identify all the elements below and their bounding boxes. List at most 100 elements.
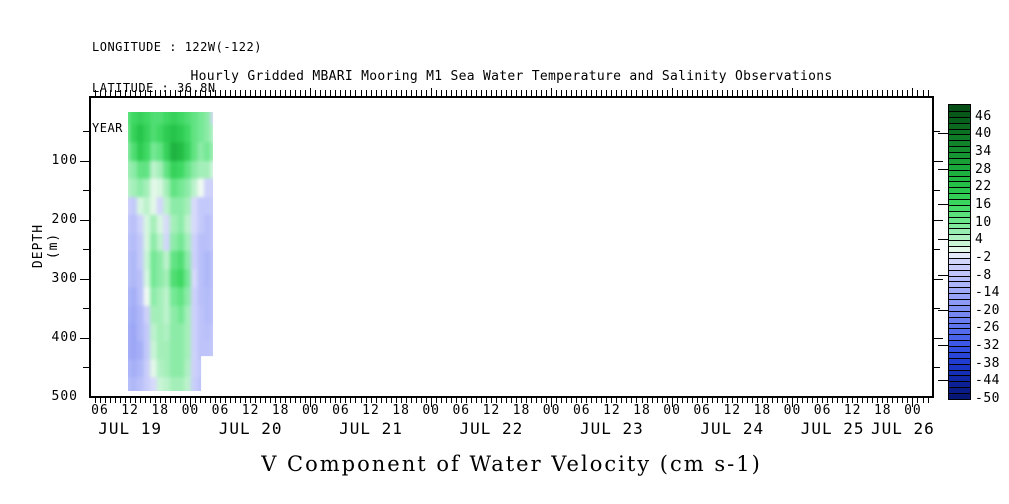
x-minor-tick [636,398,638,403]
colorbar-segment [949,257,970,264]
colorbar-tick [938,168,948,170]
heatmap-cell [169,178,178,198]
x-minor-tick [340,398,342,403]
heatmap-cell [203,268,212,289]
colorbar-tick [938,309,948,311]
heatmap-cell [183,287,192,307]
colorbar-segment [949,204,970,211]
x-minor-tick [470,398,472,403]
heatmap-cell [196,250,205,270]
x-tick-label: 06 [813,403,832,418]
y-tick-label: 100 [51,153,78,169]
heatmap-cell [127,287,131,307]
heatmap-cell [149,196,158,216]
colorbar-segment [949,304,970,311]
heatmap-cell [210,287,214,307]
x-minor-tick [225,398,226,403]
heatmap-cell [183,160,192,180]
heatmap-cell [156,232,165,252]
heatmap-cell [129,268,138,289]
heatmap-cell [163,305,172,325]
x-minor-tick [566,398,568,403]
heatmap-cell [210,232,214,252]
heatmap-cell [136,160,145,180]
x-tick-label: 12 [362,403,380,418]
heatmap-cell [156,111,165,126]
x-minor-tick [606,398,608,403]
heatmap-cell [190,111,199,126]
heatmap-cell [127,359,131,379]
heatmap-cell [183,377,192,392]
x-minor-tick [671,398,673,407]
heatmap-cell [196,160,205,180]
heatmap-cell [127,214,131,234]
heatmap-cell [190,305,199,325]
x-tick-label: 00 [663,403,681,418]
colorbar-segment [949,299,970,305]
x-minor-tick [410,398,412,403]
x-minor-tick [601,398,603,403]
heatmap-cell [156,305,165,325]
heatmap-cell [129,359,138,379]
x-minor-tick [445,398,447,403]
heatmap-cell [176,214,185,234]
heatmap-cell [176,341,185,361]
x-minor-tick [586,398,588,403]
heatmap-cell [142,287,151,307]
x-minor-tick [812,398,814,403]
heatmap-cell [127,377,131,392]
heatmap-cell [169,359,178,379]
heatmap-cell [142,196,151,216]
heatmap-cell [196,196,205,216]
longitude-label: LONGITUDE : 122W(-122) [92,40,262,54]
x-tick-label: 06 [91,403,109,418]
x-tick-label: 18 [753,403,772,418]
x-minor-tick [119,398,121,403]
x-minor-tick [345,398,347,403]
x-minor-tick [857,398,859,403]
x-minor-tick [270,398,272,403]
colorbar-label: 4 [975,232,984,248]
x-minor-tick [681,398,683,403]
colorbar-label: -26 [975,320,1000,336]
heatmap-cell [169,305,178,325]
heatmap-cell [196,305,205,325]
colorbar-segment [949,181,970,188]
x-minor-tick-top [310,88,312,96]
heatmap-cell [127,268,131,289]
heatmap-cell [203,142,212,162]
x-tick-label: 18 [873,403,892,418]
heatmap-cell [176,232,185,252]
colorbar-segment [949,128,970,135]
colorbar-segment [949,375,970,382]
heatmap-cell [196,111,205,126]
heatmap-cell [156,268,165,289]
colorbar-segment [949,116,970,123]
heatmap-cell [136,232,145,252]
heatmap-cell [183,196,192,216]
x-minor-tick [792,398,793,407]
x-minor-tick [285,398,287,403]
heatmap-cell [190,178,199,198]
heatmap-cell [163,232,172,252]
x-tick-label: 12 [603,403,621,418]
heatmap-cell [136,196,145,216]
x-minor-tick [385,398,387,403]
y-tick-left [80,278,89,280]
x-minor-tick-top [671,88,673,96]
heatmap-cell [127,142,131,162]
x-minor-tick [250,398,252,403]
heatmap-cell [127,305,131,325]
x-minor-tick [676,398,678,403]
heatmap-cell [163,341,172,361]
x-minor-tick [837,398,839,403]
heatmap-cell [183,323,192,343]
x-date-label: JUL 22 [459,419,524,438]
heatmap-cell [169,142,178,162]
heatmap-cell [210,111,214,126]
heatmap-cell [129,124,138,144]
heatmap-cell [127,250,131,270]
colorbar-segment [949,340,970,347]
heatmap-cell [183,178,192,198]
x-minor-tick [917,398,919,403]
